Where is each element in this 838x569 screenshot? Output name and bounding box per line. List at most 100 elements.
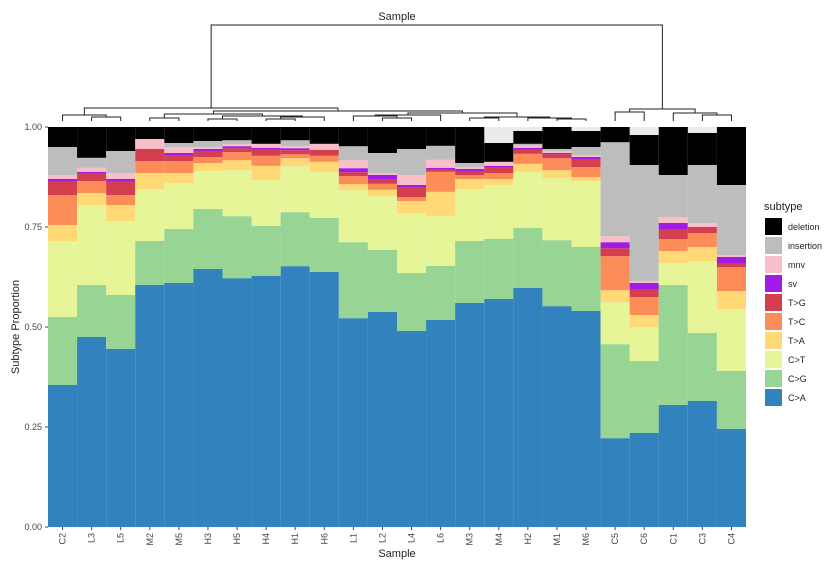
bar-segment-m4-c-to-a <box>484 299 513 527</box>
bar-segment-l5-deletion <box>106 127 135 151</box>
bar-segment-l1-t-to-c <box>339 176 368 184</box>
bar-segment-c1-c-to-t <box>659 263 688 285</box>
bar-segment-l1-insertion <box>339 146 368 160</box>
bar-segment-c4-deletion <box>717 127 746 185</box>
bar-segment-m1-c-to-g <box>542 240 571 306</box>
x-tick-label-m4: M4 <box>494 533 504 546</box>
bar-segment-l3-c-to-t <box>77 205 106 285</box>
bar-segment-m1-c-to-t <box>542 178 571 240</box>
bar-segment-c3-t-to-g <box>688 227 717 233</box>
bar-segment-c1-insertion <box>659 175 688 217</box>
bar-segment-c4-mnv <box>717 255 746 257</box>
bar-segment-c1-c-to-g <box>659 285 688 405</box>
bar-segment-h5-t-to-a <box>223 160 252 170</box>
bar-segment-m4-t-to-g <box>484 167 513 173</box>
bar-segment-c5-c-to-a <box>601 438 630 527</box>
bar-segment-l4-c-to-t <box>397 213 426 273</box>
bar-segment-m4-c-to-g <box>484 239 513 299</box>
bar-segment-m5-t-to-a <box>164 173 193 183</box>
bar-segment-c6-t-to-g <box>630 289 659 297</box>
bar-segment-h6-t-to-c <box>310 156 339 162</box>
bar-segment-l5-c-to-a <box>106 349 135 527</box>
bar-segment-m2-t-to-c <box>135 161 164 173</box>
legend-label-deletion: deletion <box>788 222 820 232</box>
bar-segment-h2-t-to-a <box>513 164 542 172</box>
bar-segment-m6-t-to-c <box>572 167 601 177</box>
bar-segment-l1-sv <box>339 168 368 172</box>
legend-swatch-insertion <box>765 237 782 254</box>
bar-segment-c1-deletion <box>659 127 688 175</box>
legend-swatch-t-to-c <box>765 313 782 330</box>
bar-segment-l1-c-to-g <box>339 242 368 318</box>
bar-segment-m4-deletion <box>484 143 513 162</box>
bar-segment-c1-c-to-a <box>659 405 688 527</box>
bar-segment-c5-mnv <box>601 236 630 242</box>
bar-segment-l3-mnv <box>77 168 106 172</box>
dendrogram-branch <box>92 117 121 121</box>
bar-segment-l1-mnv <box>339 160 368 168</box>
bar-segment-l2-deletion <box>368 127 397 153</box>
bar-segment-h5-c-to-t <box>223 170 252 216</box>
bar-segment-m2-c-to-a <box>135 285 164 527</box>
bar-segment-h3-insertion <box>193 141 222 147</box>
bar-segment-m5-c-to-a <box>164 283 193 527</box>
dendrogram-branch <box>150 118 179 121</box>
bar-segment-m4-mnv <box>484 162 513 166</box>
bar-segment-h1-deletion <box>281 127 310 140</box>
bar-segment-m6-sv <box>572 157 601 159</box>
bar-segment-h5-deletion <box>223 127 252 140</box>
bar-segment-c3-insertion <box>688 165 717 223</box>
bar-segment-h6-c-to-t <box>310 172 339 218</box>
bar-segment-l2-sv <box>368 175 397 179</box>
bar-segment-h2-t-to-c <box>513 154 542 164</box>
bar-segment-h1-sv <box>281 148 310 150</box>
bar-segment-l6-t-to-g <box>426 170 455 172</box>
bar-segment-c6-deletion <box>630 135 659 165</box>
dendrogram-branch <box>211 25 662 109</box>
bar-segment-h5-sv <box>223 146 252 148</box>
dendrogram-branch <box>266 119 295 121</box>
bar-segment-l4-t-to-g <box>397 187 426 197</box>
bar-segment-c3-t-to-c <box>688 233 717 247</box>
bar-segment-h6-t-to-g <box>310 150 339 156</box>
bar-segment-m4-t-to-c <box>484 173 513 179</box>
bar-segment-m6-insertion <box>572 147 601 155</box>
bar-segment-l4-t-to-c <box>397 197 426 201</box>
bar-segment-m2-c-to-g <box>135 241 164 285</box>
bar-segment-l3-insertion <box>77 158 106 168</box>
x-tick-label-m2: M2 <box>145 533 155 546</box>
x-tick-label-c1: C1 <box>668 533 678 545</box>
bar-segment-h3-deletion <box>193 127 222 141</box>
bar-segment-l3-t-to-c <box>77 181 106 193</box>
bar-segment-c3-deletion <box>688 133 717 165</box>
legend-swatch-c-to-t <box>765 351 782 368</box>
bar-segment-m5-deletion <box>164 127 193 143</box>
bar-segment-c4-sv <box>717 257 746 263</box>
bar-segment-l6-c-to-t <box>426 216 455 266</box>
bar-segment-m1-t-to-c <box>542 158 571 170</box>
bar-segment-c6-t-to-c <box>630 297 659 315</box>
bar-segment-m1-insertion <box>542 149 571 151</box>
bar-segment-h3-t-to-g <box>193 151 222 157</box>
y-axis-label: Subtype Proportion <box>10 280 22 374</box>
bar-segment-h4-t-to-c <box>252 156 281 166</box>
bar-segment-c6-sv <box>630 283 659 289</box>
bar-segment-l1-deletion <box>339 127 368 146</box>
bar-segment-c3-c-to-a <box>688 401 717 527</box>
bar-segment-m6-t-to-a <box>572 177 601 181</box>
bar-segment-l6-insertion <box>426 146 455 160</box>
bar-segment-m5-insertion <box>164 143 193 147</box>
x-tick-label-l5: L5 <box>116 533 126 543</box>
bar-segment-h3-t-to-c <box>193 157 222 163</box>
bar-segment-c5-insertion <box>601 142 630 236</box>
y-tick-label: 0.25 <box>24 422 42 432</box>
bar-segment-h3-c-to-a <box>193 269 222 527</box>
bar-segment-c3-mnv <box>688 223 717 227</box>
bar-segment-l5-t-to-c <box>106 195 135 205</box>
bar-segment-c1-mnv <box>659 217 688 223</box>
bar-segment-c6-c-to-a <box>630 433 659 527</box>
bar-segment-h2-deletion <box>513 131 542 144</box>
bar-segment-l2-c-to-g <box>368 250 397 312</box>
x-tick-label-l3: L3 <box>87 533 97 543</box>
x-tick-label-l1: L1 <box>348 533 358 543</box>
